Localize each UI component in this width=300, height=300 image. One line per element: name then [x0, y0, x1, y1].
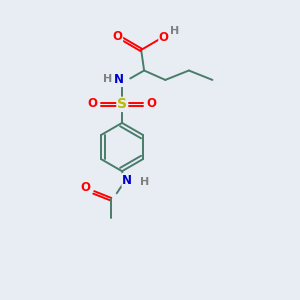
Text: O: O	[159, 31, 169, 44]
Text: H: H	[170, 26, 180, 36]
Text: H: H	[103, 74, 112, 84]
Text: O: O	[88, 97, 98, 110]
Text: N: N	[113, 74, 124, 86]
Text: S: S	[117, 98, 127, 111]
Text: O: O	[112, 30, 123, 43]
Text: N: N	[122, 173, 132, 187]
Text: H: H	[140, 176, 149, 187]
Text: O: O	[80, 182, 90, 194]
Text: O: O	[146, 97, 157, 110]
